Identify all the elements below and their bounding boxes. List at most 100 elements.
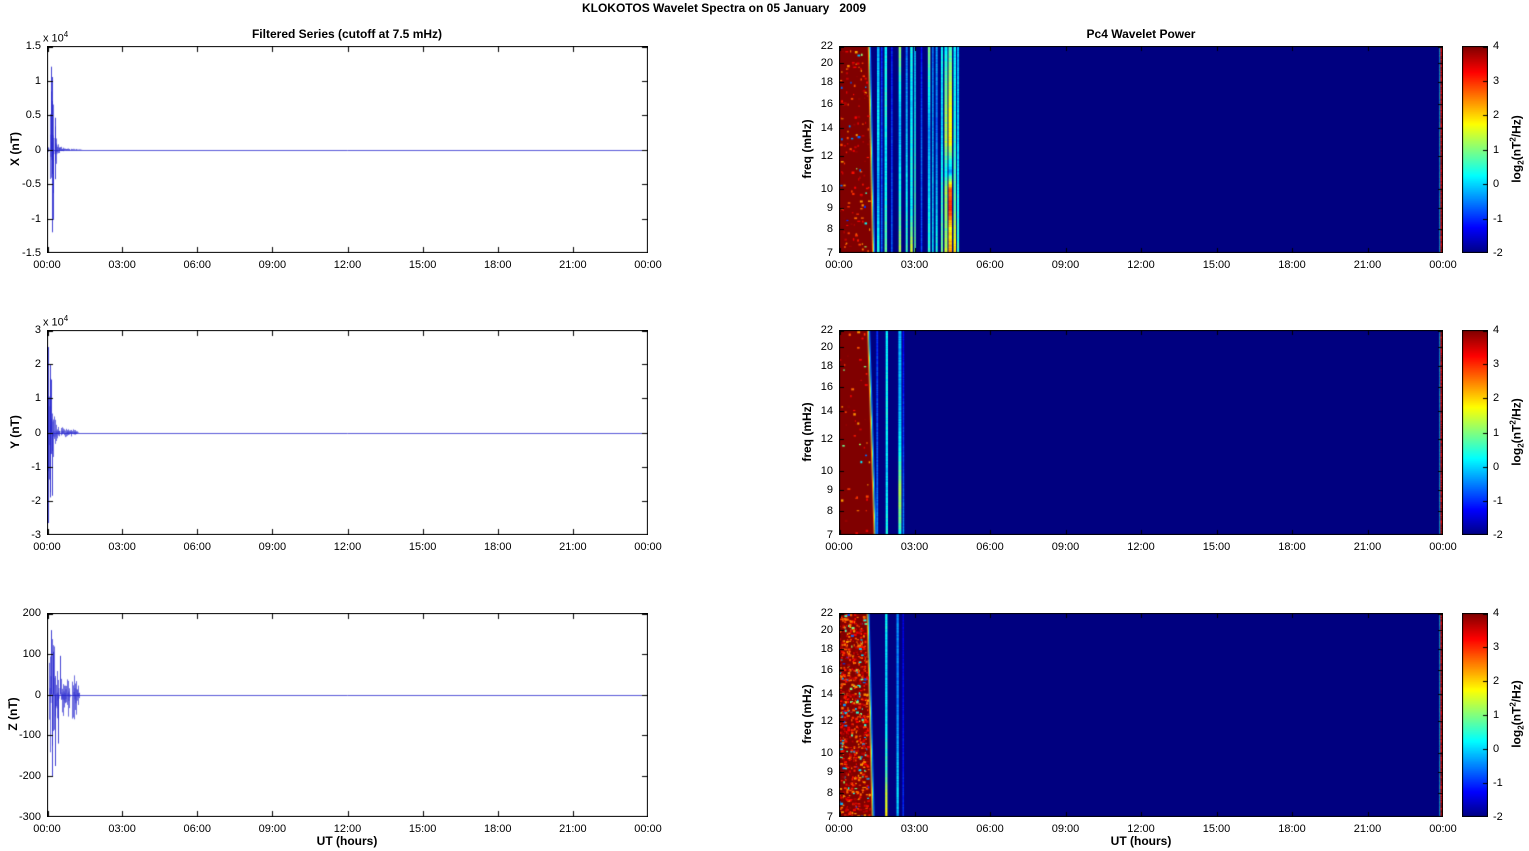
colorbar-label-part: /Hz) <box>1509 115 1524 138</box>
freq-tick-label: 22 <box>820 40 833 52</box>
wavelet-power-title: Pc4 Wavelet Power <box>1086 27 1196 41</box>
multiplier-exponent: 4 <box>63 314 69 323</box>
y-spectrogram-plot <box>839 330 1443 535</box>
colorbar-tick-label: 4 <box>1493 324 1500 336</box>
time-tick-label: 18:00 <box>1278 259 1306 271</box>
colorbar-tick-label: -2 <box>1493 529 1503 541</box>
time-tick-label: 06:00 <box>976 823 1004 835</box>
colorbar-label-sup: 2 <box>1508 702 1518 707</box>
amplitude-tick-label: -0.5 <box>22 178 41 190</box>
freq-tick-label: 10 <box>820 182 833 195</box>
freq-tick-label: 7 <box>826 811 833 823</box>
colorbar-tick-label: -1 <box>1493 777 1503 789</box>
time-tick-label: 00:00 <box>825 259 853 271</box>
colorbar-tick-label: 4 <box>1493 607 1500 619</box>
freq-tick-label: 14 <box>820 687 833 700</box>
amplitude-tick-label: 2 <box>34 358 41 371</box>
colorbar-label-sub: 2 <box>1516 443 1526 448</box>
time-tick-label: 00:00 <box>634 541 662 553</box>
amplitude-tick-label: 3 <box>34 324 41 336</box>
time-tick-label: 12:00 <box>333 259 362 271</box>
time-tick-label: 09:00 <box>1051 541 1080 553</box>
time-tick-label: 09:00 <box>1051 823 1080 835</box>
time-tick-label: 06:00 <box>976 541 1004 553</box>
time-tick-label: 00:00 <box>33 259 61 271</box>
colorbar-tick-label: 2 <box>1493 109 1500 121</box>
time-tick-label: 18:00 <box>1278 541 1306 553</box>
multiplier-base: x 10 <box>43 32 64 45</box>
colorbar-label-sub: 2 <box>1516 725 1526 730</box>
colorbar-label-sub: 2 <box>1516 160 1526 165</box>
amplitude-tick-label: -1 <box>31 212 41 225</box>
freq-tick-label: 9 <box>826 201 833 214</box>
time-tick-label: 18:00 <box>483 541 512 553</box>
colorbar-tick-label: 3 <box>1493 74 1500 87</box>
freq-tick-label: 9 <box>826 484 833 496</box>
colorbar-label-sup: 2 <box>1508 420 1518 425</box>
freq-tick-label: 16 <box>820 97 833 110</box>
time-tick-label: 18:00 <box>1278 823 1306 835</box>
time-tick-label: 12:00 <box>1127 259 1155 271</box>
time-tick-label: 21:00 <box>559 541 587 553</box>
colorbar-label-part: log <box>1509 447 1524 466</box>
colorbar-tick-label: 3 <box>1493 358 1500 371</box>
colorbar-label-sup: 2 <box>1508 137 1518 142</box>
colorbar-unit-label: log2(nT2/Hz) <box>1508 115 1525 183</box>
freq-tick-label: 7 <box>826 247 833 259</box>
time-tick-label: 00:00 <box>634 259 662 271</box>
amplitude-tick-label: 1.5 <box>25 40 41 52</box>
colorbar-tick-label: 0 <box>1493 743 1500 755</box>
time-tick-label: 00:00 <box>634 823 662 835</box>
ut-hours-label-right: UT (hours) <box>1110 834 1172 848</box>
freq-tick-label: 20 <box>820 341 833 354</box>
time-tick-label: 12:00 <box>1127 541 1155 553</box>
filtered-series-title: Filtered Series (cutoff at 7.5 mHz) <box>251 27 443 41</box>
time-tick-label: 18:00 <box>483 823 512 835</box>
colorbar-tick-label: 0 <box>1493 178 1500 190</box>
colorbar-label-part: /Hz) <box>1509 398 1524 421</box>
amplitude-tick-label: 1 <box>34 392 41 405</box>
colorbar <box>1462 46 1488 253</box>
time-tick-label: 03:00 <box>108 823 136 835</box>
time-tick-label: 21:00 <box>1353 541 1382 553</box>
time-tick-label: 06:00 <box>976 259 1004 271</box>
x-series-y-multiplier: x 104 <box>43 30 68 45</box>
colorbar-tick-label: 1 <box>1493 426 1500 439</box>
colorbar-unit-label: log2(nT2/Hz) <box>1508 398 1525 466</box>
freq-tick-label: 20 <box>820 57 833 70</box>
freq-tick-label: 18 <box>820 359 833 372</box>
time-tick-label: 09:00 <box>258 541 287 553</box>
freq-tick-label: 7 <box>826 529 833 541</box>
time-tick-label: 00:00 <box>825 823 853 835</box>
freq-tick-label: 8 <box>826 222 833 235</box>
time-tick-label: 03:00 <box>900 259 929 271</box>
colorbar <box>1462 330 1488 535</box>
colorbar-tick-label: -2 <box>1493 247 1503 259</box>
time-tick-label: 06:00 <box>183 823 212 835</box>
freq-tick-label: 12 <box>820 149 833 162</box>
time-tick-label: 03:00 <box>900 541 929 553</box>
time-tick-label: 00:00 <box>1429 541 1457 553</box>
time-tick-label: 15:00 <box>408 259 437 271</box>
ut-hours-label-left: UT (hours) <box>316 834 378 848</box>
colorbar-tick-label: -2 <box>1493 811 1503 823</box>
colorbar-tick-label: 3 <box>1493 641 1500 653</box>
amplitude-tick-label: 0 <box>34 688 41 701</box>
time-tick-label: 06:00 <box>183 259 212 271</box>
colorbar-unit-label: log2(nT2/Hz) <box>1508 680 1525 748</box>
time-tick-label: 09:00 <box>1051 259 1080 271</box>
freq-tick-label: 9 <box>826 766 833 779</box>
time-tick-label: 15:00 <box>1202 823 1231 835</box>
colorbar-label-part: log <box>1509 729 1524 748</box>
time-tick-label: 12:00 <box>1127 823 1155 835</box>
freq-tick-label: 18 <box>820 76 833 89</box>
colorbar-label-part: (nT <box>1509 141 1524 161</box>
colorbar-tick-label: 0 <box>1493 460 1500 473</box>
amplitude-tick-label: 0.5 <box>25 109 41 121</box>
freq-tick-label: 20 <box>820 623 833 636</box>
time-tick-label: 09:00 <box>258 259 287 271</box>
freq-tick-label: 14 <box>820 121 833 134</box>
amplitude-tick-label: -300 <box>18 811 41 823</box>
time-tick-label: 06:00 <box>183 541 212 553</box>
